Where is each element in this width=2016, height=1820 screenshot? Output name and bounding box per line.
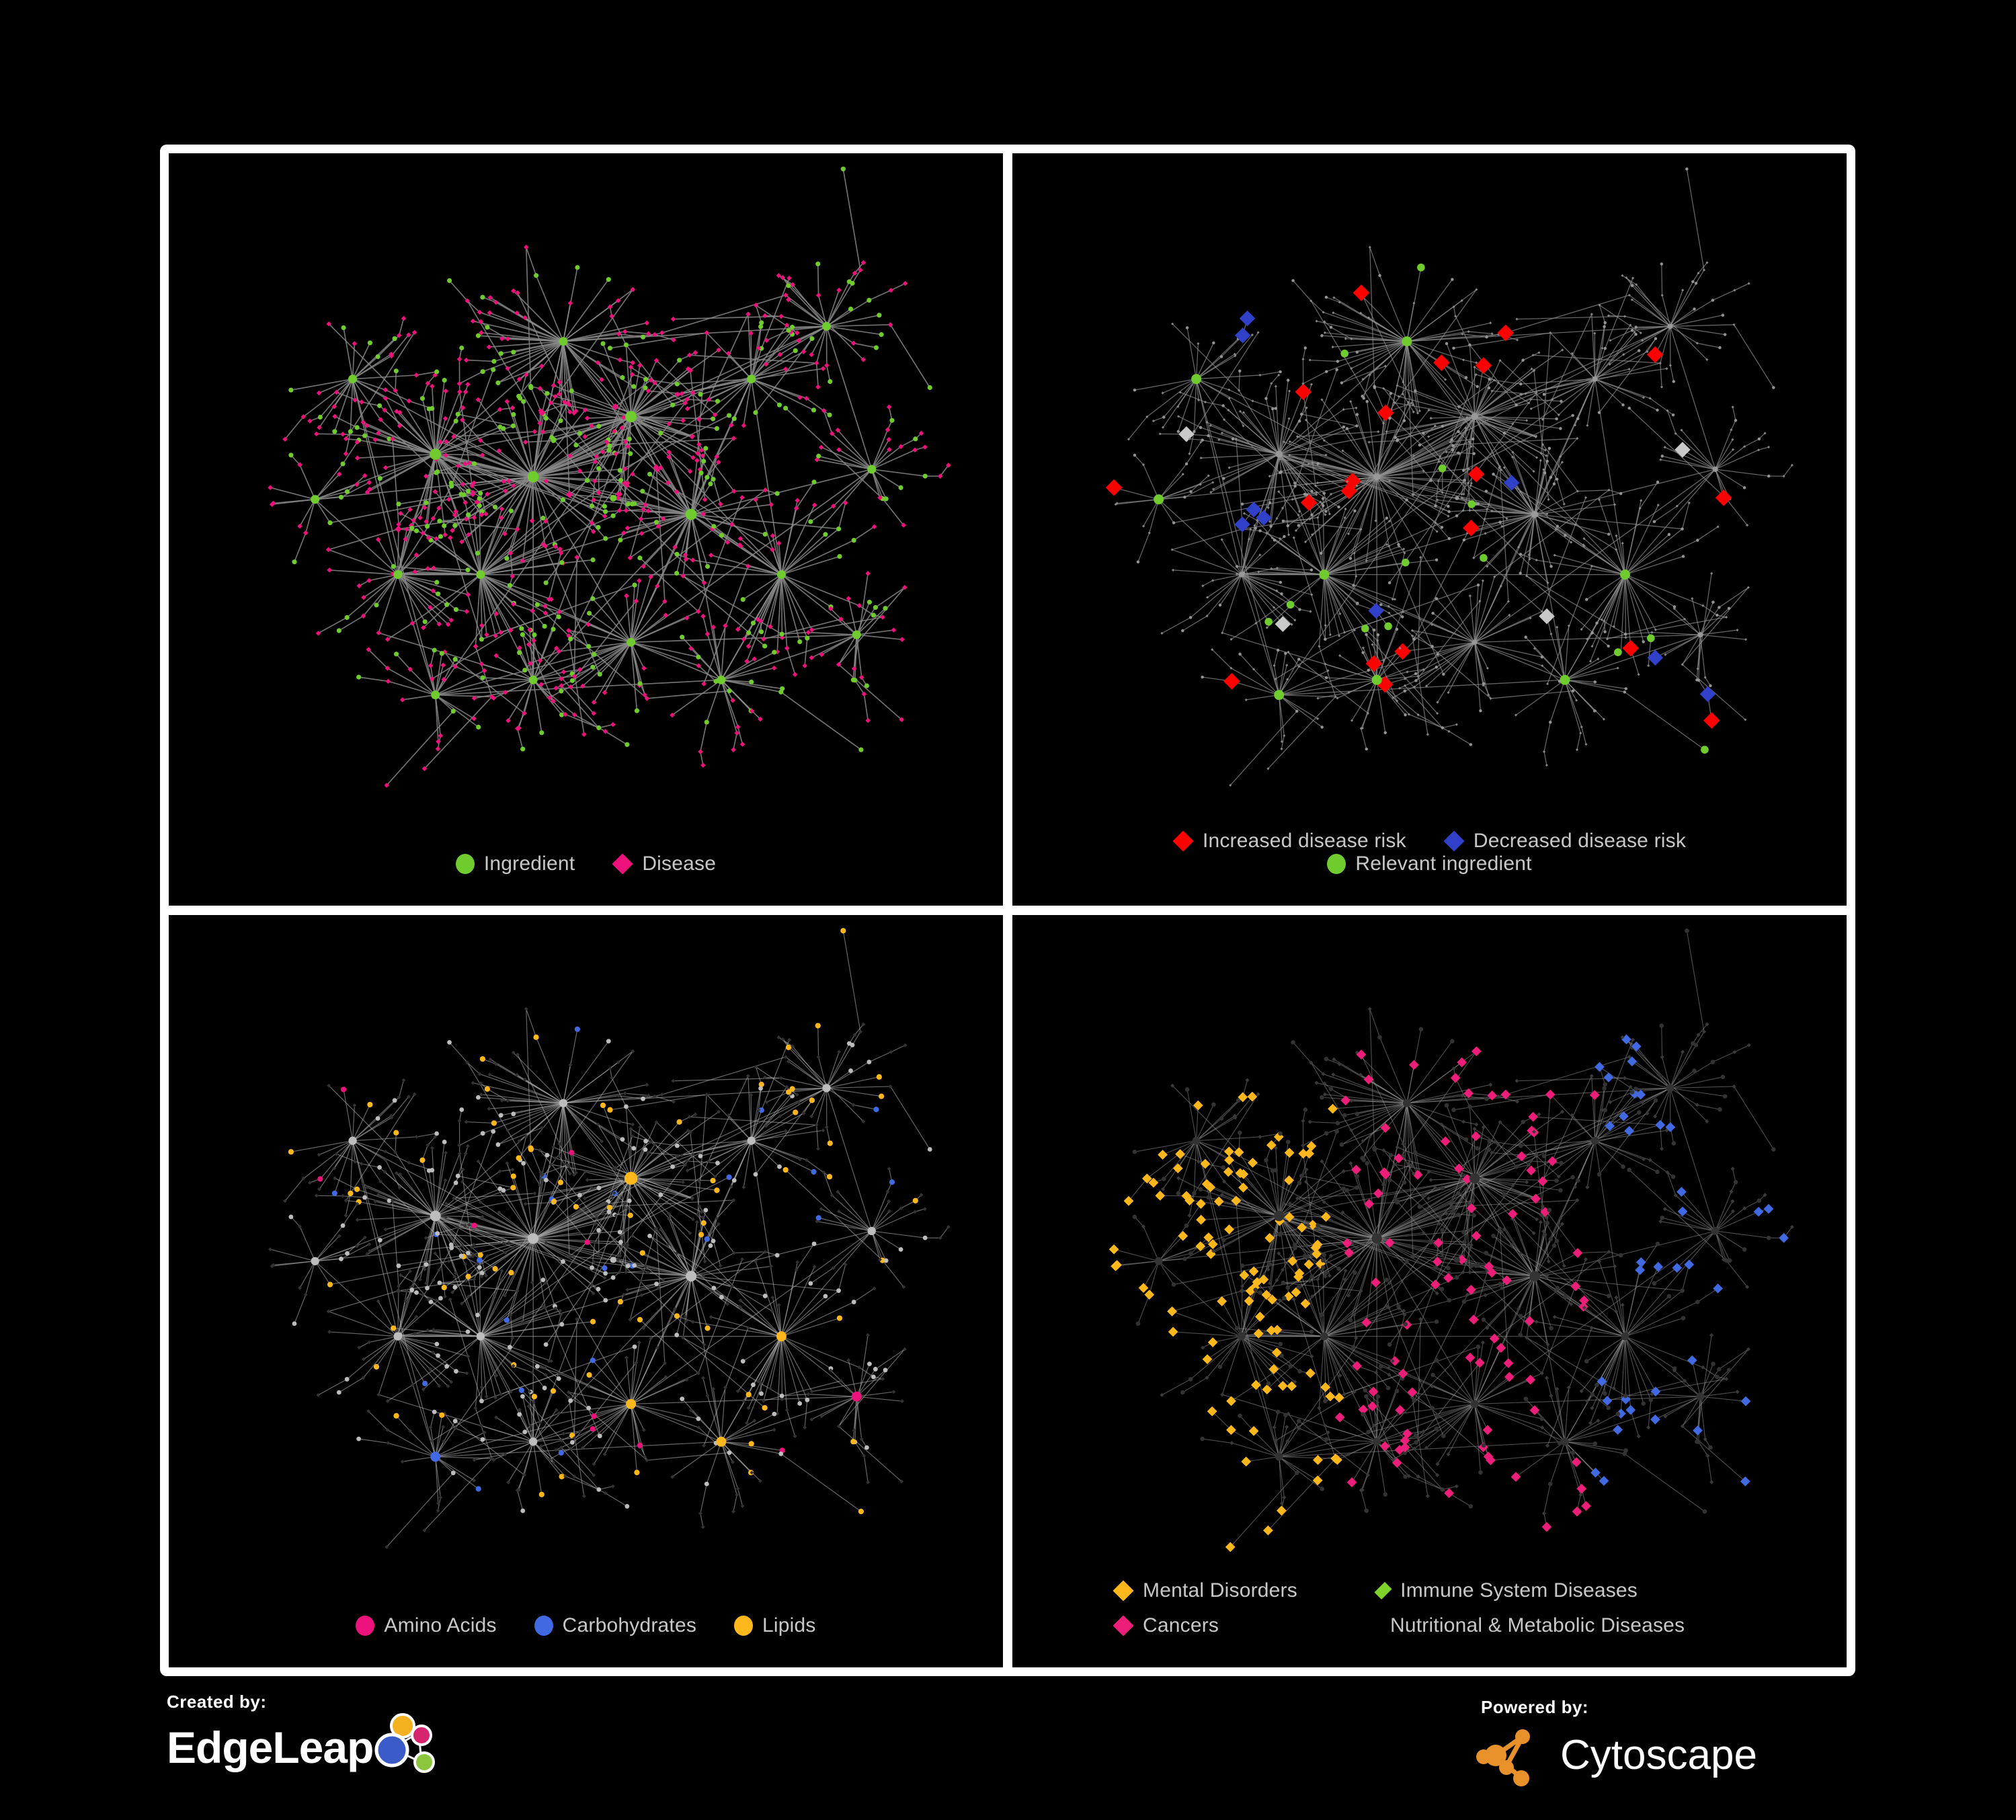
legend-label: Nutritional & Metabolic Diseases [1390,1614,1685,1637]
legend-label: Disease [642,853,717,875]
decreased-risk-marker-icon [1443,830,1465,852]
cytoscape-wordmark: Cytoscape [1560,1732,1757,1778]
ingredient-marker-icon [455,854,475,875]
powered-by-kicker: Powered by: [1481,1697,1589,1717]
legend-item[interactable]: Decreased disease risk [1443,830,1687,853]
panel-disease-risk[interactable]: Increased disease risk Decreased disease… [1012,153,1847,906]
legend-item[interactable]: Carbohydrates [534,1614,696,1637]
increased-risk-marker-icon [1172,830,1194,852]
legend-ingredient-disease: Ingredient Disease [169,853,1003,875]
edgeleap-logo-icon [374,1713,436,1773]
network-canvas-disease-class[interactable] [1012,915,1847,1562]
legend-item[interactable]: Relevant ingredient [1327,853,1531,875]
relevant-ingredient-marker-icon [1327,854,1346,875]
legend-item[interactable]: Cancers [1113,1614,1375,1637]
legend-label: Cancers [1143,1614,1219,1637]
created-by-branding: Created by: EdgeLeap [167,1692,516,1806]
legend-item[interactable]: Nutritional & Metabolic Diseases [1373,1614,1685,1637]
panel-nutrient-class[interactable]: Amino Acids Carbohydrates Lipids [169,915,1003,1667]
legend-label: Amino Acids [384,1614,497,1637]
figure-frame: Ingredient Disease Increased disease ris… [160,145,1855,1676]
panel-disease-class[interactable]: Mental Disorders Immune System Diseases … [1012,915,1847,1667]
legend-disease-risk: Increased disease risk Decreased disease… [1012,830,1847,875]
panel-ingredient-disease[interactable]: Ingredient Disease [169,153,1003,906]
legend-item[interactable]: Ingredient [455,853,575,875]
legend-item[interactable]: Lipids [734,1614,816,1637]
legend-label: Carbohydrates [562,1614,697,1637]
legend-item[interactable]: Amino Acids [356,1614,496,1637]
legend-item[interactable]: Immune System Diseases [1374,1579,1638,1602]
carbohydrates-marker-icon [534,1616,553,1636]
legend-label: Ingredient [483,853,575,875]
lipids-marker-icon [734,1616,754,1636]
network-canvas-nutrient-class[interactable] [169,915,1003,1562]
legend-label: Immune System Diseases [1400,1579,1638,1602]
edgeleap-wordmark: EdgeLeap [167,1723,374,1772]
legend-label: Decreased disease risk [1473,830,1687,853]
legend-label: Lipids [762,1614,816,1637]
legend-item[interactable]: Mental Disorders [1113,1579,1375,1602]
legend-label: Increased disease risk [1202,830,1406,853]
legend-item[interactable]: Increased disease risk [1172,830,1406,853]
legend-label: Relevant ingredient [1355,853,1532,875]
cytoscape-logo-icon [1476,1729,1530,1786]
network-canvas-ingredient-disease[interactable] [169,153,1003,800]
cancers-marker-icon [1113,1615,1134,1636]
network-canvas-disease-risk[interactable] [1012,153,1847,800]
legend-nutrient-class: Amino Acids Carbohydrates Lipids [169,1614,1003,1637]
immune-system-diseases-marker-icon [1374,1582,1392,1600]
footer: Created by: EdgeLeap Powered by: [160,1688,1855,1815]
legend-disease-class: Mental Disorders Immune System Diseases … [1012,1579,1847,1637]
legend-label: Mental Disorders [1143,1579,1297,1602]
amino-acids-marker-icon [356,1616,375,1636]
created-by-kicker: Created by: [167,1692,267,1712]
powered-by-branding: Powered by: Cytoscape [1476,1697,1852,1805]
legend-item[interactable]: Disease [612,853,716,875]
mental-disorders-marker-icon [1113,1580,1134,1601]
disease-marker-icon [612,853,633,875]
